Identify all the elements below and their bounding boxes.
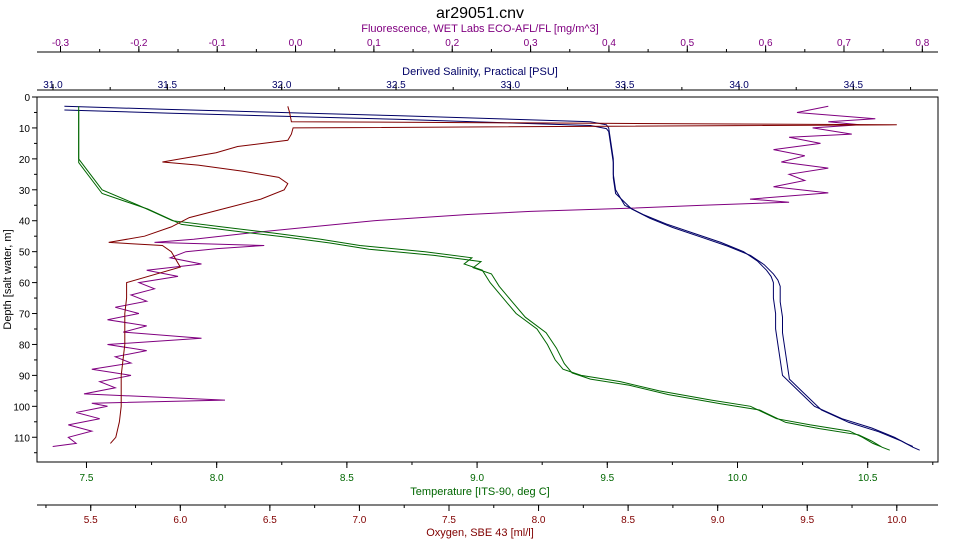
salinity-tick-label: 34.0 — [729, 80, 749, 91]
fluorescence-tick-label: 0.5 — [680, 38, 694, 49]
chart-title: ar29051.cnv — [436, 5, 524, 22]
salinity-tick-label: 33.0 — [501, 80, 521, 91]
temperature-tick-label: 9.0 — [470, 473, 484, 484]
oxygen-tick-label: 10.0 — [887, 515, 907, 526]
temperature-tick-label: 7.5 — [80, 473, 94, 484]
fluorescence-axis-label: Fluorescence, WET Labs ECO-AFL/FL [mg/m^… — [361, 23, 598, 35]
salinity-tick-label: 32.0 — [272, 80, 292, 91]
depth-tick-label: 0 — [24, 93, 30, 104]
depth-tick-label: 70 — [19, 310, 31, 321]
oxygen-axis-label: Oxygen, SBE 43 [ml/l] — [426, 527, 534, 539]
temperature-tick-label: 10.0 — [728, 473, 748, 484]
depth-tick-label: 20 — [19, 155, 31, 166]
fluorescence-tick-label: 0.4 — [602, 38, 616, 49]
fluorescence-tick-label: -0.3 — [52, 38, 70, 49]
oxygen-tick-label: 8.5 — [621, 515, 635, 526]
depth-tick-label: 110 — [14, 433, 30, 444]
temperature-tick-label: 9.5 — [600, 473, 614, 484]
depth-tick-label: 30 — [19, 186, 31, 197]
depth-tick-label: 80 — [19, 340, 31, 351]
temperature-tick-label: 10.5 — [858, 473, 878, 484]
salinity-series-line-upcast — [64, 109, 920, 451]
top-axes: -0.3 -0.2 -0.1 0.0 0.1 0.2 0.3 0.4 0.5 0.6 0.7 0.8 F… — [37, 23, 938, 91]
salinity-tick-label: 33.5 — [615, 80, 635, 91]
oxygen-tick-label: 7.5 — [442, 515, 456, 526]
temperature-series-line — [78, 106, 881, 447]
plot-frame — [36, 96, 939, 463]
fluorescence-tick-label: -0.1 — [209, 38, 227, 49]
oxygen-tick-label: 6.0 — [173, 515, 187, 526]
salinity-axis-label: Derived Salinity, Practical [PSU] — [402, 66, 558, 78]
fluorescence-tick-label: -0.2 — [130, 38, 148, 49]
oxygen-tick-label: 7.0 — [352, 515, 366, 526]
fluorescence-tick-label: 0.6 — [759, 38, 773, 49]
temperature-axis-label: Temperature [ITS-90, deg C] — [410, 486, 549, 498]
oxygen-tick-label: 9.5 — [800, 515, 814, 526]
oxygen-tick-label: 8.0 — [532, 515, 546, 526]
salinity-tick-label: 34.5 — [844, 80, 864, 91]
plot-lines — [52, 105, 920, 451]
depth-tick-label: 50 — [19, 248, 31, 259]
depth-tick-label: 10 — [19, 124, 31, 135]
salinity-tick-label: 31.5 — [158, 80, 178, 91]
salinity-tick-label: 32.5 — [386, 80, 406, 91]
fluorescence-tick-label: 0.1 — [367, 38, 381, 49]
salinity-series-line — [64, 105, 914, 447]
fluorescence-tick-label: 0.7 — [837, 38, 851, 49]
oxygen-series-line — [108, 106, 897, 444]
temperature-series-line-upcast — [78, 110, 890, 451]
fluorescence-tick-label: 0.2 — [445, 38, 459, 49]
depth-axis: 0 10 20 30 40 50 60 70 80 90 100 110 Depth [salt wat… — [2, 93, 37, 454]
temperature-tick-label: 8.0 — [210, 473, 224, 484]
depth-tick-label: 40 — [19, 217, 31, 228]
fluorescence-tick-label: 0.0 — [289, 38, 303, 49]
depth-tick-label: 60 — [19, 279, 31, 290]
fluorescence-series-line — [52, 105, 876, 447]
oxygen-tick-label: 6.5 — [263, 515, 277, 526]
depth-axis-label: Depth [salt water, m] — [2, 229, 14, 329]
depth-tick-label: 100 — [13, 402, 30, 413]
fluorescence-tick-label: 0.8 — [915, 38, 929, 49]
temperature-tick-label: 8.5 — [340, 473, 354, 484]
salinity-tick-label: 31.0 — [43, 80, 63, 91]
bottom-axes: 7.5 8.0 8.5 9.0 9.5 10.0 10.5 Temperature [ITS-… — [37, 461, 938, 539]
depth-tick-label: 90 — [19, 371, 31, 382]
oxygen-tick-label: 5.5 — [84, 515, 98, 526]
fluorescence-tick-label: 0.3 — [524, 38, 538, 49]
oxygen-tick-label: 9.0 — [711, 515, 725, 526]
